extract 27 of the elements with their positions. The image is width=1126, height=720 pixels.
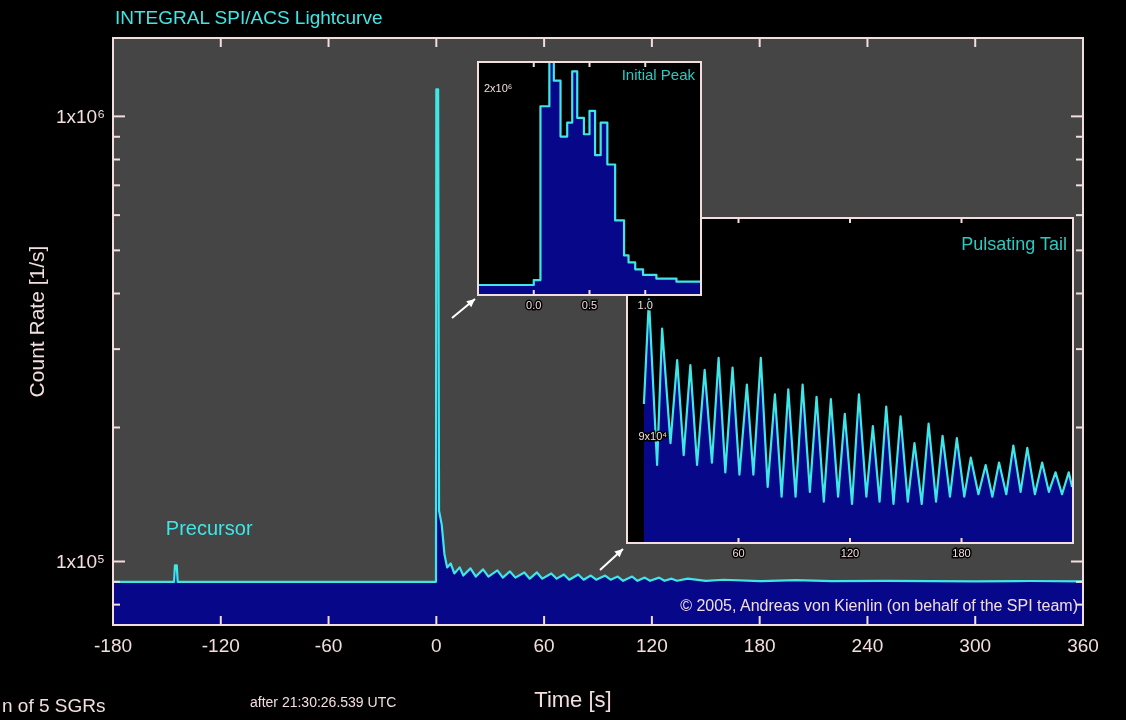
x-tick-label: 180	[743, 635, 776, 656]
x-axis-title: Time [s]	[534, 687, 612, 712]
y-tick-label: 1x10⁶	[55, 106, 105, 128]
annotation: 2x10⁶	[484, 82, 513, 94]
chart-title: Initial Peak	[621, 66, 696, 83]
x-tick-label: 180	[952, 547, 971, 559]
x-tick-label: 0	[431, 635, 442, 656]
x-tick-label: 240	[851, 635, 884, 656]
y-axis-title: Count Rate [1/s]	[25, 245, 48, 398]
chart-title: Pulsating Tail	[961, 234, 1067, 254]
text: after 21:30:26.539 UTC	[250, 694, 397, 710]
y-tick-label: 1x10⁵	[55, 551, 105, 573]
x-tick-label: 360	[1067, 635, 1099, 656]
x-tick-label: 0.5	[581, 299, 598, 311]
chart-title: INTEGRAL SPI/ACS Lightcurve	[115, 7, 383, 28]
x-tick-label: 120	[636, 635, 668, 656]
x-tick-label: 300	[959, 635, 992, 656]
x-tick-label: 60	[732, 547, 745, 559]
x-tick-label: 120	[840, 547, 860, 559]
x-tick-label: -120	[201, 635, 240, 656]
x-tick-label: 60	[533, 635, 555, 656]
x-tick-label: 0.0	[526, 299, 542, 311]
annotation: © 2005, Andreas von Kienlin (on behalf of the SPI team)	[680, 597, 1078, 614]
annotation: Precursor	[165, 517, 253, 540]
x-tick-label: -60	[314, 635, 343, 656]
text: n of 5 SGRs	[2, 695, 106, 716]
x-tick-label: -180	[93, 635, 133, 656]
